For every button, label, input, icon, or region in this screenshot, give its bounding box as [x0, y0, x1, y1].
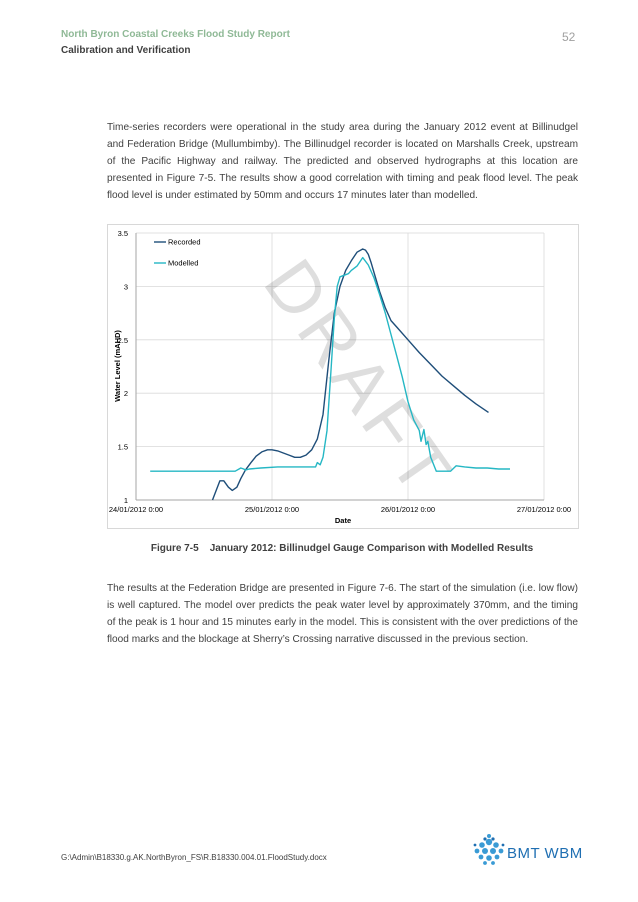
x-axis-label: Date	[335, 516, 351, 525]
legend-label-modelled: Modelled	[168, 259, 198, 268]
page-number: 52	[562, 30, 576, 44]
draft-watermark: DRAFT	[248, 246, 468, 513]
y-tick-label: 3.5	[118, 229, 128, 238]
series-line-modelled	[150, 256, 510, 472]
y-tick-label: 1.5	[118, 443, 128, 452]
x-tick-label: 27/01/2012 0:00	[517, 505, 571, 514]
y-axis-label: Water Level (mAHD)	[113, 330, 122, 402]
x-tick-label: 25/01/2012 0:00	[245, 505, 299, 514]
chart-series	[150, 248, 510, 501]
intro-paragraph: Time-series recorders were operational i…	[107, 122, 578, 201]
section-title: Calibration and Verification	[61, 45, 191, 56]
logo-text: BMT WBM	[507, 845, 583, 862]
y-tick-label: 2.5	[118, 336, 128, 345]
y-tick-label: 1	[124, 496, 128, 505]
bmt-wbm-logo: BMT WBM	[471, 830, 591, 870]
globe-logo-icon	[473, 834, 505, 865]
chart-axes: 1 1.5 2 2.5 3 3.5 24/01/2012 0:00 25/01/2012 0:…	[109, 229, 571, 514]
x-tick-label: 26/01/2012 0:00	[381, 505, 435, 514]
hydrograph-chart: 1 1.5 2 2.5 3 3.5 24/01/2012 0:00 25/01/2012 0:…	[107, 224, 579, 529]
chart-legend: Recorded Modelled	[154, 238, 201, 268]
x-tick-label: 24/01/2012 0:00	[109, 505, 163, 514]
series-line-recorded	[211, 248, 489, 501]
chart-svg: 1 1.5 2 2.5 3 3.5 24/01/2012 0:00 25/01/2012 0:…	[109, 229, 571, 525]
legend-label-recorded: Recorded	[168, 238, 201, 247]
y-tick-label: 3	[124, 282, 128, 291]
results-paragraph: The results at the Federation Bridge are…	[107, 583, 578, 645]
figure-caption: Figure 7-5 January 2012: Billinudgel Gau…	[150, 543, 534, 554]
footer-file-path: G:\Admin\B18330.g.AK.NorthByron_FS\R.B18…	[61, 853, 327, 862]
report-header-title: North Byron Coastal Creeks Flood Study R…	[61, 29, 290, 40]
y-tick-label: 2	[124, 389, 128, 398]
